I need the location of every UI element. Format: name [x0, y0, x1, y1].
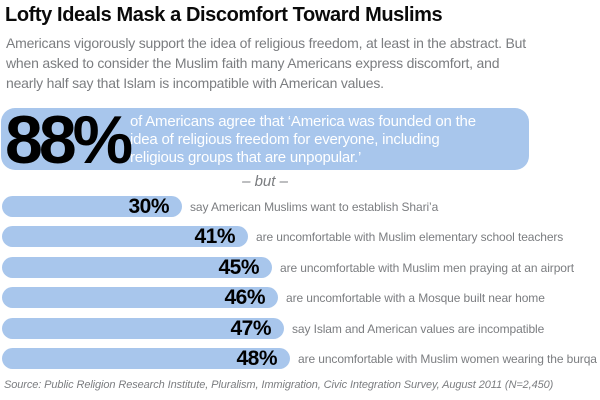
page-title: Lofty Ideals Mask a Discomfort Toward Mu… — [5, 4, 443, 26]
bar-row: 48% are uncomfortable with Muslim women … — [2, 348, 597, 369]
subtitle-line: when asked to consider the Muslim faith … — [6, 55, 500, 71]
bar: 47% — [2, 318, 284, 339]
bar-description: say Islam and American values are incomp… — [292, 321, 545, 336]
bar-description: are uncomfortable with Muslim elementary… — [256, 229, 564, 244]
hero-quote-line: of Americans agree that ‘America was fou… — [130, 113, 476, 130]
bar-value-label: 45% — [218, 256, 259, 279]
bar-value-label: 30% — [128, 195, 169, 218]
subtitle-line: Americans vigorously support the idea of… — [6, 35, 526, 51]
hero-quote-line: religious groups that are unpopular.’ — [130, 149, 362, 166]
bar-description: say American Muslims want to establish S… — [190, 199, 439, 214]
hero-stat-bar — [1, 108, 529, 170]
hero-quote-line: idea of religious freedom for everyone, … — [130, 131, 440, 148]
source-note: Source: Public Religion Research Institu… — [4, 379, 554, 391]
subtitle: Americans vigorously support the idea of… — [6, 33, 526, 93]
bar-row: 46% are uncomfortable with a Mosque buil… — [2, 287, 545, 308]
divider-but: – but – — [242, 173, 288, 190]
bar-description: are uncomfortable with a Mosque built ne… — [286, 290, 545, 305]
bar-value-label: 41% — [194, 225, 235, 248]
bar-value-label: 46% — [224, 286, 265, 309]
bar-value-label: 48% — [236, 347, 277, 370]
bar-row: 45% are uncomfortable with Muslim men pr… — [2, 257, 574, 278]
bar: 48% — [2, 348, 290, 369]
bar-description: are uncomfortable with Muslim men prayin… — [280, 260, 574, 275]
bar-description: are uncomfortable with Muslim women wear… — [298, 351, 597, 366]
bar-row: 47% say Islam and American values are in… — [2, 318, 544, 339]
subtitle-line: nearly half say that Islam is incompatib… — [6, 75, 384, 91]
bar: 41% — [2, 226, 248, 247]
bar-row: 41% are uncomfortable with Muslim elemen… — [2, 226, 563, 247]
hero-percentage: 88% — [5, 102, 133, 178]
bar-row: 30% say American Muslims want to establi… — [2, 196, 438, 217]
hero-quote: of Americans agree that ‘America was fou… — [130, 113, 476, 167]
bar: 30% — [2, 196, 182, 217]
bar: 45% — [2, 257, 272, 278]
bar-value-label: 47% — [230, 317, 271, 340]
bar: 46% — [2, 287, 278, 308]
